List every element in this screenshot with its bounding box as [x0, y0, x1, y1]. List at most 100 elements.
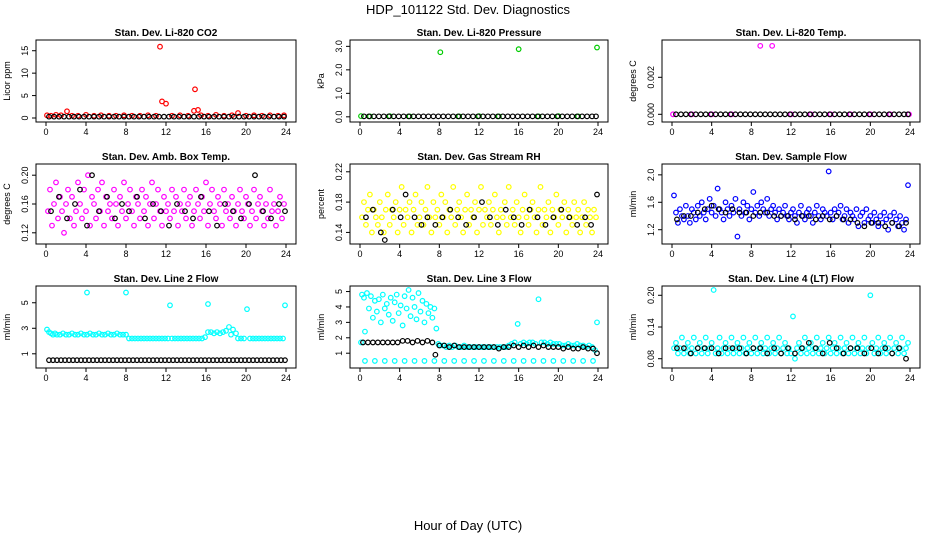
data-point-black — [490, 344, 497, 350]
data-point — [486, 199, 492, 206]
data-point-black — [158, 208, 164, 215]
x-tick-label: 0 — [357, 127, 362, 137]
data-point — [520, 358, 527, 364]
data-point — [579, 214, 586, 221]
data-point — [798, 350, 804, 357]
x-tick-label: 24 — [593, 127, 603, 137]
y-tick-label: 3 — [20, 326, 30, 331]
data-point — [181, 335, 187, 342]
data-point — [102, 331, 108, 338]
data-point-black — [476, 344, 482, 350]
data-point — [698, 199, 705, 206]
data-point — [61, 229, 67, 236]
data-point — [249, 208, 255, 215]
data-point — [250, 335, 256, 342]
data-point — [480, 221, 486, 228]
data-point — [273, 222, 279, 229]
data-point — [247, 335, 253, 342]
data-point — [681, 216, 687, 223]
data-point — [479, 344, 485, 350]
data-point-black — [715, 206, 722, 213]
data-point — [208, 329, 214, 336]
data-point — [764, 334, 771, 341]
data-point — [396, 206, 403, 213]
data-point — [256, 335, 262, 342]
y-tick-label: 0.000 — [646, 103, 656, 126]
data-point — [535, 206, 542, 213]
y-tick-label: 0.20 — [646, 287, 656, 305]
data-point — [271, 335, 277, 342]
data-point-black — [48, 208, 54, 215]
data-point-black — [535, 344, 542, 350]
data-point-black — [166, 113, 172, 120]
data-point-black — [502, 206, 509, 213]
data-point — [807, 213, 814, 219]
x-tick-label: 8 — [749, 127, 754, 137]
data-point — [418, 199, 425, 206]
data-point-black — [246, 201, 252, 207]
panel-title: Stan. Dev. Line 3 Flow — [427, 274, 532, 285]
data-point — [746, 339, 753, 346]
data-point-black — [799, 213, 805, 219]
x-tick-label: 0 — [669, 127, 674, 137]
data-point-black — [792, 350, 798, 357]
data-point-black — [485, 113, 491, 120]
data-point — [372, 214, 379, 221]
data-point — [511, 339, 518, 346]
x-tick-label: 20 — [553, 127, 563, 137]
data-point-black — [365, 339, 371, 346]
data-point — [541, 339, 548, 346]
data-point-black — [166, 222, 172, 229]
x-tick-label: 8 — [123, 373, 128, 383]
data-point-black — [778, 213, 784, 219]
x-tick-label: 4 — [397, 249, 402, 259]
data-point — [123, 331, 129, 338]
data-point — [811, 209, 818, 216]
data-point — [223, 208, 229, 215]
y-tick-label: 1 — [334, 351, 344, 356]
data-point-black — [757, 209, 764, 216]
data-point — [233, 222, 239, 229]
data-point — [241, 335, 247, 342]
data-point — [821, 350, 828, 357]
data-point-black — [138, 357, 144, 364]
x-axis-label: Hour of Day (UTC) — [413, 518, 523, 533]
data-point-black — [582, 214, 589, 221]
data-point — [83, 208, 89, 215]
data-point — [460, 229, 467, 236]
data-point-black — [529, 113, 536, 120]
data-point — [192, 86, 198, 93]
data-point — [151, 215, 157, 222]
x-tick-label: 8 — [749, 249, 754, 259]
data-point — [770, 202, 777, 209]
data-point — [263, 201, 269, 207]
data-point-black — [377, 229, 384, 236]
data-point — [421, 358, 428, 364]
y-axis-label: kPa — [316, 73, 326, 89]
data-point — [376, 199, 383, 206]
plot-frame — [349, 39, 609, 123]
data-point — [587, 214, 593, 221]
data-point-black — [430, 113, 437, 120]
data-point — [217, 201, 223, 207]
data-point-black — [389, 206, 396, 213]
y-tick-label: 5 — [20, 300, 30, 305]
data-point-black — [833, 213, 840, 219]
data-point-black — [182, 208, 188, 215]
data-point-black — [268, 215, 274, 222]
data-point — [419, 297, 426, 304]
data-point — [393, 291, 400, 298]
data-point — [203, 179, 209, 186]
data-point — [199, 335, 205, 342]
data-point — [401, 293, 408, 300]
y-tick-label: 0.12 — [20, 224, 30, 242]
data-point — [758, 199, 765, 206]
data-point — [389, 317, 396, 324]
data-point-black — [191, 113, 197, 120]
data-point-black — [574, 221, 581, 228]
data-point — [87, 222, 93, 229]
data-point — [823, 345, 830, 352]
data-point-black — [896, 345, 902, 352]
data-point-black — [198, 193, 204, 200]
